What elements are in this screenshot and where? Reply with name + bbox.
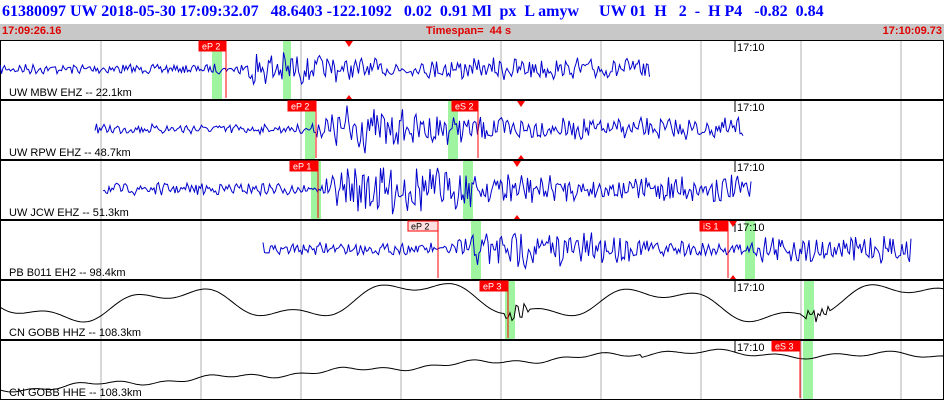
channel-row[interactable]: 17:10 eS 3 CN GOBB HHE -- 108.3km [0, 340, 944, 400]
minute-tick-label: 17:10 [737, 282, 765, 294]
channel-row[interactable]: 17:10 eP 1 UW JCW EHZ -- 51.3km [0, 160, 944, 220]
timespan-label: Timespan= 44 s [426, 25, 512, 37]
start-time: 17:09:26.16 [2, 25, 62, 37]
waveform-trace [262, 232, 912, 270]
channel-label: UW MBW EHZ -- 22.1km [9, 87, 132, 99]
pick-window [448, 101, 458, 159]
pick-window [803, 341, 813, 399]
event-info-line: 61380097 UW 2018-05-30 17:09:32.07 48.64… [2, 3, 824, 20]
seismogram-panel[interactable]: 17:10 eP 2 UW MBW EHZ -- 22.1km 17:10 eP 2 eS… [0, 40, 944, 400]
arrival-marker [730, 275, 736, 279]
minute-tick-label: 17:10 [737, 42, 765, 54]
arrival-marker[interactable] [517, 101, 525, 107]
end-time: 17:10:09.73 [882, 25, 942, 37]
pick-label: eP 2 [202, 42, 220, 52]
phase-pick[interactable]: eP 1 [289, 160, 319, 218]
arrival-marker[interactable] [729, 221, 737, 227]
phase-pick[interactable]: eS 2 [451, 100, 479, 158]
channel-row[interactable]: 17:10 eP 2 UW MBW EHZ -- 22.1km [0, 40, 944, 100]
row-frame [0, 340, 944, 400]
phase-pick[interactable]: iS 1 [699, 220, 729, 278]
pick-window [804, 281, 814, 339]
minute-tick-label: 17:10 [737, 102, 765, 114]
waveform-trace [0, 52, 650, 86]
channel-row[interactable]: 17:10 eP 2 eS 2 UW RPW EHZ -- 48.7km [0, 100, 944, 160]
phase-pick[interactable]: eP 2 [287, 100, 317, 158]
row-frame [0, 280, 944, 340]
minute-tick-label: 17:10 [737, 342, 765, 354]
pick-window [212, 41, 222, 99]
channel-label: CN GOBB HHE -- 108.3km [9, 387, 142, 399]
channel-label: UW RPW EHZ -- 48.7km [9, 147, 131, 159]
pick-window [505, 281, 515, 339]
pick-label: eP 1 [293, 162, 311, 172]
pick-label: eS 3 [775, 342, 794, 352]
channel-label: PB B011 EH2 -- 98.4km [9, 267, 126, 279]
phase-pick[interactable]: eP 2 [407, 220, 439, 278]
arrival-marker [518, 155, 524, 159]
arrival-marker [346, 95, 352, 99]
pick-label: eS 2 [455, 102, 474, 112]
arrival-marker [514, 215, 520, 219]
waveform-trace [102, 167, 752, 215]
minute-tick-label: 17:10 [737, 222, 765, 234]
arrival-marker[interactable] [513, 161, 521, 167]
pick-window [471, 221, 481, 279]
event-header: 61380097 UW 2018-05-30 17:09:32.07 48.64… [0, 0, 944, 40]
pick-label: eP 3 [483, 282, 501, 292]
pick-label: eP 2 [411, 222, 429, 232]
channel-row[interactable]: 17:10 eP 3 CN GOBB HHZ -- 108.3km [0, 280, 944, 340]
waveform-trace [94, 105, 744, 154]
pick-label: eP 2 [291, 102, 309, 112]
channel-label: CN GOBB HHZ -- 108.3km [9, 327, 141, 339]
phase-pick[interactable]: eP 2 [198, 40, 227, 98]
waveform-trace [0, 283, 944, 323]
channel-label: UW JCW EHZ -- 51.3km [9, 207, 129, 219]
pick-label: iS 1 [703, 222, 719, 232]
channel-row[interactable]: 17:10 eP 2 iS 1 PB B011 EH2 -- 98.4km [0, 220, 944, 280]
time-range-bar [0, 24, 944, 40]
arrival-marker[interactable] [345, 41, 353, 47]
phase-pick[interactable]: eP 3 [479, 280, 509, 338]
waveform-trace [0, 348, 944, 393]
phase-pick[interactable]: eS 3 [771, 340, 801, 398]
minute-tick-label: 17:10 [737, 162, 765, 174]
